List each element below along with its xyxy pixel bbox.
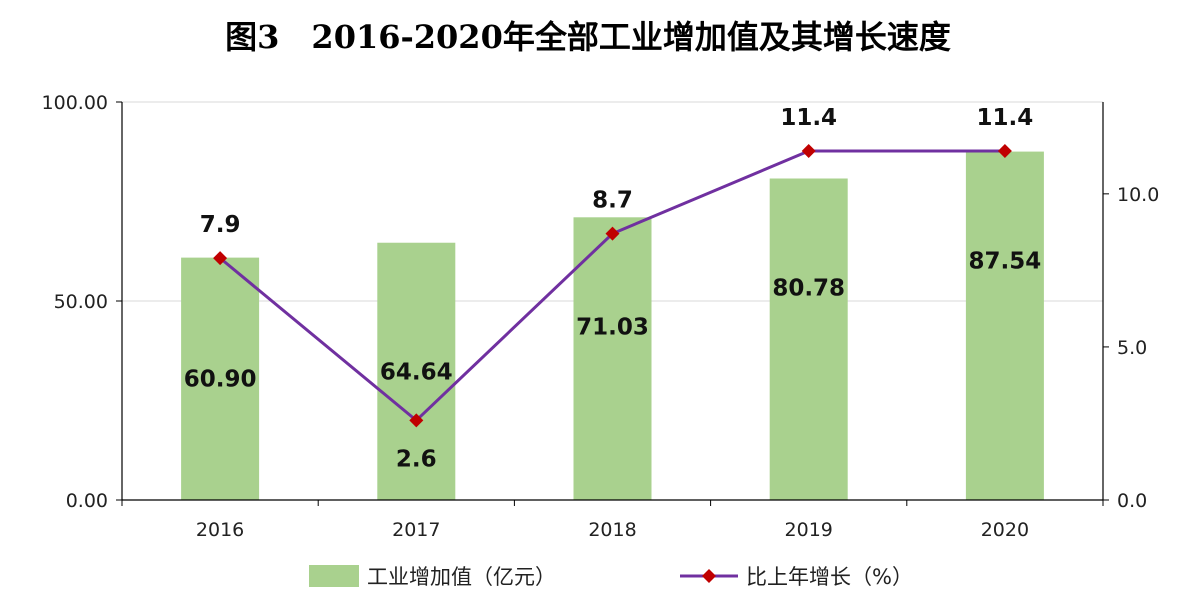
bar-value-label: 87.54	[969, 249, 1042, 275]
growth-point-2020	[997, 143, 1012, 158]
bar-2020	[965, 151, 1044, 500]
legend-bar-label: 工业增加值（亿元）	[367, 565, 556, 589]
bar-value-label: 80.78	[772, 275, 845, 301]
legend: 工业增加值（亿元） 比上年增长（%）	[309, 565, 913, 589]
left-tick-label: 100.00	[42, 92, 108, 114]
x-tick-label: 2016	[196, 519, 244, 541]
legend-bar-swatch	[309, 565, 359, 587]
growth-value-label: 11.4	[977, 105, 1034, 131]
left-tick-label: 50.00	[54, 291, 108, 313]
bar-2018	[573, 217, 652, 500]
data-labels: 60.90 64.64 71.03 80.78 87.54 7.9 2.6 8.7 11.4 11…	[184, 105, 1042, 472]
axes: 0.00 50.00 100.00 0.0 5.0 10.0 2016 2017 2018 201…	[42, 92, 1160, 541]
x-tick-label: 2018	[588, 519, 636, 541]
left-tick-label: 0.00	[66, 490, 108, 512]
right-tick-label: 10.0	[1117, 184, 1159, 206]
line-series	[213, 143, 1012, 428]
bar-2017	[377, 242, 456, 501]
growth-value-label: 8.7	[592, 188, 633, 214]
x-tick-label: 2017	[392, 519, 440, 541]
growth-point-2019	[801, 143, 816, 158]
bar-value-label: 60.90	[184, 367, 257, 393]
bar-2016	[181, 257, 260, 500]
growth-point-2016	[213, 251, 228, 266]
x-tick-label: 2019	[785, 519, 833, 541]
growth-point-2017	[409, 413, 424, 428]
legend-line-label: 比上年增长（%）	[746, 565, 913, 589]
x-tick-label: 2020	[981, 519, 1029, 541]
bar-value-label: 71.03	[576, 314, 649, 340]
chart-title: 图3 2016-2020年全部工业增加值及其增长速度	[225, 18, 951, 56]
right-tick-label: 0.0	[1117, 490, 1147, 512]
bar-value-label: 64.64	[380, 360, 453, 386]
bar-series	[181, 151, 1044, 501]
right-tick-label: 5.0	[1117, 337, 1147, 359]
bar-2019	[769, 178, 848, 500]
growth-value-label: 7.9	[200, 212, 241, 238]
legend-line-marker	[702, 569, 716, 583]
growth-value-label: 2.6	[396, 446, 437, 472]
growth-point-2018	[605, 226, 620, 241]
growth-value-label: 11.4	[780, 105, 837, 131]
